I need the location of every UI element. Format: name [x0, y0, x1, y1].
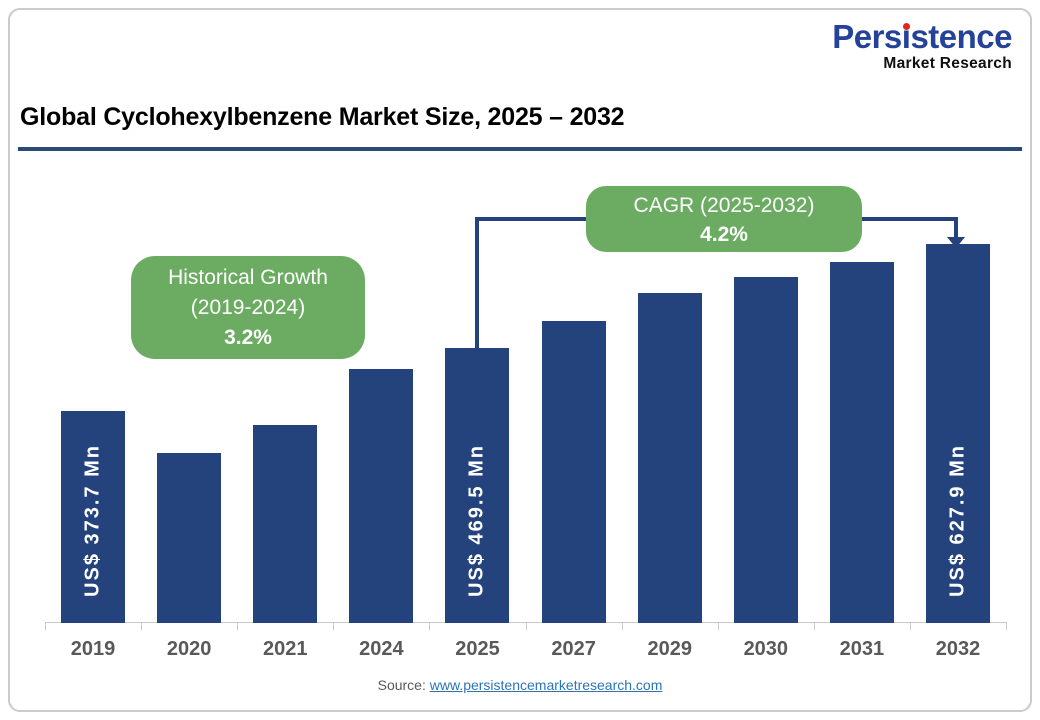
bar-value-label-2025: US$ 469.5 Mn — [465, 444, 488, 597]
bar-2029 — [637, 293, 702, 623]
logo-i: ı — [901, 18, 911, 55]
logo-brand-text: Persı stence — [832, 20, 1012, 53]
x-axis-tick — [1006, 622, 1008, 630]
bar-2027 — [541, 321, 606, 623]
bar-2032: US$ 627.9 Mn — [926, 244, 991, 623]
x-axis-label-2020: 2020 — [166, 638, 212, 660]
bar-2030 — [733, 277, 798, 623]
logo-i-dot-icon — [902, 23, 910, 30]
x-axis-label-2025: 2025 — [455, 638, 500, 660]
x-axis-label-2019: 2019 — [70, 638, 116, 660]
cagr-connector-right-horizontal — [862, 217, 958, 221]
logo-brand-post: stence — [910, 18, 1012, 55]
x-axis-line — [45, 622, 1006, 623]
historical-growth-line1: Historical Growth — [168, 266, 328, 289]
x-axis-tick — [525, 622, 527, 630]
bar-2024 — [349, 369, 414, 623]
x-axis-tick — [45, 622, 46, 630]
x-axis-label-2030: 2030 — [743, 638, 789, 660]
title-underline — [18, 147, 1022, 151]
bar-2021 — [253, 425, 318, 623]
chart-title: Global Cyclohexylbenzene Market Size, 20… — [20, 103, 625, 131]
bar-value-label-2032: US$ 627.9 Mn — [946, 444, 969, 597]
bar-2020 — [157, 453, 222, 623]
cagr-line1: CAGR (2025-2032) — [633, 194, 815, 217]
bar-2031 — [829, 262, 894, 623]
source-label: Source: — [377, 677, 426, 693]
x-axis-label-2024: 2024 — [359, 638, 404, 660]
bar-2025: US$ 469.5 Mn — [445, 348, 510, 623]
callout-cagr: CAGR (2025-2032) 4.2% — [586, 186, 862, 252]
x-axis-tick — [237, 622, 239, 630]
x-axis-tick — [621, 622, 623, 630]
historical-growth-line2: (2019-2024) — [190, 296, 306, 319]
x-axis-label-2031: 2031 — [839, 638, 885, 660]
callout-historical-growth: Historical Growth (2019-2024) 3.2% — [131, 256, 365, 359]
cagr-connector-right-vertical — [954, 217, 958, 239]
brand-logo: Persı stence Market Research — [832, 20, 1012, 72]
x-axis-label-2032: 2032 — [935, 638, 981, 660]
logo-brand-pre: Pers — [832, 18, 902, 55]
bar-2019: US$ 373.7 Mn — [61, 411, 126, 623]
historical-growth-value: 3.2% — [224, 326, 272, 349]
x-axis-label-2029: 2029 — [647, 638, 692, 660]
arrow-down-icon — [947, 237, 965, 248]
x-axis-tick — [429, 622, 431, 630]
x-axis-tick — [141, 622, 143, 630]
x-axis-tick — [333, 622, 335, 630]
x-axis-tick — [909, 622, 911, 630]
x-axis-tick — [813, 622, 815, 630]
source-line: Source: www.persistencemarketresearch.co… — [0, 677, 1040, 693]
bar-value-label-2019: US$ 373.7 Mn — [81, 444, 104, 597]
x-axis-tick — [717, 622, 719, 630]
source-link[interactable]: www.persistencemarketresearch.com — [429, 677, 663, 693]
x-axis-label-2021: 2021 — [263, 638, 308, 660]
cagr-connector-left-vertical — [475, 217, 479, 348]
cagr-connector-left-horizontal — [475, 217, 586, 221]
cagr-value: 4.2% — [700, 223, 748, 246]
x-axis-label-2027: 2027 — [551, 638, 596, 660]
logo-subtitle: Market Research — [883, 55, 1012, 72]
